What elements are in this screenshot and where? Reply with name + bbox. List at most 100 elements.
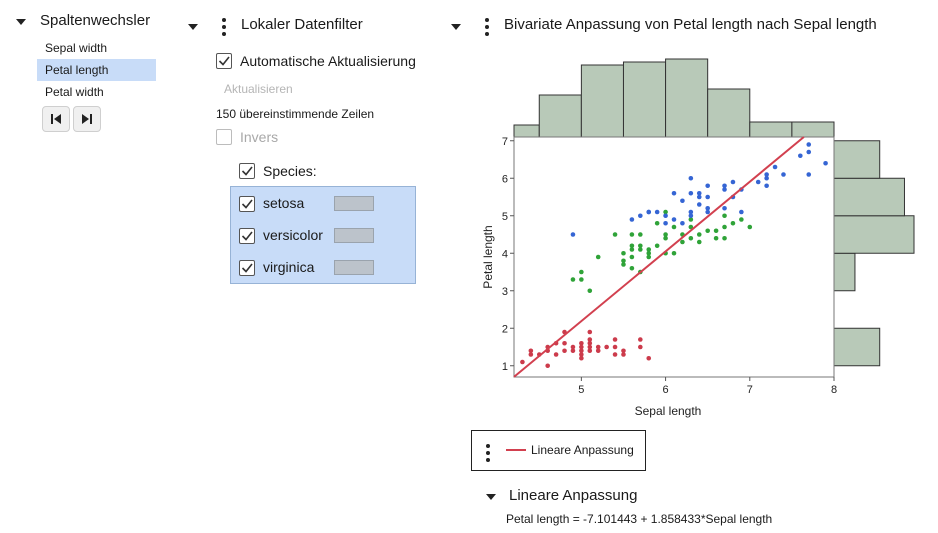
first-column-button[interactable] bbox=[42, 106, 70, 132]
data-point-virginica[interactable] bbox=[806, 142, 812, 147]
data-point-versicolor[interactable] bbox=[587, 288, 593, 294]
data-point-virginica[interactable] bbox=[688, 175, 694, 181]
data-point-setosa[interactable] bbox=[562, 340, 567, 346]
data-point-setosa[interactable] bbox=[587, 344, 593, 350]
data-point-virginica[interactable] bbox=[730, 179, 736, 185]
level-checkbox-virginica[interactable] bbox=[239, 260, 255, 276]
data-point-setosa[interactable] bbox=[587, 340, 593, 346]
data-point-virginica[interactable] bbox=[680, 220, 685, 226]
data-point-versicolor[interactable] bbox=[654, 243, 660, 249]
data-point-versicolor[interactable] bbox=[722, 213, 727, 219]
data-point-versicolor[interactable] bbox=[688, 235, 694, 241]
data-point-versicolor[interactable] bbox=[629, 254, 635, 260]
column-item-sepal-width[interactable]: Sepal width bbox=[45, 41, 108, 55]
data-point-setosa[interactable] bbox=[604, 344, 609, 350]
data-point-virginica[interactable] bbox=[688, 213, 694, 219]
data-point-setosa[interactable] bbox=[612, 337, 618, 342]
x-histogram-bar[interactable] bbox=[665, 58, 709, 138]
data-point-versicolor[interactable] bbox=[671, 250, 677, 256]
x-histogram-bar[interactable] bbox=[513, 124, 540, 138]
x-histogram-bar[interactable] bbox=[622, 61, 667, 138]
plot-area[interactable] bbox=[513, 136, 835, 378]
data-point-setosa[interactable] bbox=[595, 344, 601, 350]
data-point-virginica[interactable] bbox=[806, 172, 812, 177]
data-point-versicolor[interactable] bbox=[671, 224, 677, 230]
data-point-virginica[interactable] bbox=[688, 209, 694, 215]
data-point-versicolor[interactable] bbox=[638, 247, 643, 252]
data-point-virginica[interactable] bbox=[638, 213, 643, 219]
filter-menu-icon[interactable] bbox=[222, 18, 226, 39]
data-point-virginica[interactable] bbox=[663, 213, 668, 219]
data-point-setosa[interactable] bbox=[646, 355, 652, 361]
data-point-versicolor[interactable] bbox=[688, 224, 694, 230]
data-point-setosa[interactable] bbox=[612, 352, 618, 357]
data-point-versicolor[interactable] bbox=[646, 247, 652, 252]
data-point-setosa[interactable] bbox=[545, 363, 550, 369]
data-point-virginica[interactable] bbox=[823, 160, 828, 166]
data-point-versicolor[interactable] bbox=[696, 232, 702, 237]
data-point-setosa[interactable] bbox=[595, 348, 601, 354]
data-point-virginica[interactable] bbox=[696, 194, 702, 200]
y-histogram-bar[interactable] bbox=[831, 140, 881, 179]
data-point-setosa[interactable] bbox=[520, 359, 525, 365]
data-point-virginica[interactable] bbox=[570, 232, 576, 237]
fit-section-collapse-icon[interactable] bbox=[486, 494, 496, 500]
level-checkbox-setosa[interactable] bbox=[239, 196, 255, 212]
data-point-versicolor[interactable] bbox=[638, 243, 643, 249]
data-point-versicolor[interactable] bbox=[739, 217, 744, 222]
data-point-versicolor[interactable] bbox=[663, 209, 668, 215]
level-label-versicolor[interactable]: versicolor bbox=[263, 227, 323, 243]
data-point-virginica[interactable] bbox=[663, 220, 668, 226]
linear-fit-line[interactable] bbox=[513, 136, 805, 378]
data-point-versicolor[interactable] bbox=[713, 235, 719, 241]
data-point-versicolor[interactable] bbox=[612, 232, 618, 237]
y-histogram-bar[interactable] bbox=[831, 215, 915, 254]
data-point-virginica[interactable] bbox=[798, 153, 803, 159]
level-checkbox-versicolor[interactable] bbox=[239, 228, 255, 244]
data-point-virginica[interactable] bbox=[764, 183, 769, 189]
data-point-versicolor[interactable] bbox=[646, 250, 652, 256]
x-histogram-bar[interactable] bbox=[791, 121, 835, 138]
y-histogram-bar[interactable] bbox=[831, 327, 881, 367]
data-point-versicolor[interactable] bbox=[696, 239, 702, 245]
data-point-setosa[interactable] bbox=[587, 337, 593, 342]
data-point-versicolor[interactable] bbox=[730, 220, 736, 226]
x-histogram-bar[interactable] bbox=[538, 94, 582, 138]
x-histogram-bar[interactable] bbox=[707, 88, 751, 138]
data-point-virginica[interactable] bbox=[722, 187, 727, 192]
x-histogram-bar[interactable] bbox=[749, 121, 793, 138]
data-point-virginica[interactable] bbox=[722, 205, 727, 211]
data-point-versicolor[interactable] bbox=[747, 224, 753, 230]
data-point-virginica[interactable] bbox=[722, 183, 727, 189]
auto-update-checkbox[interactable] bbox=[216, 53, 232, 69]
data-point-versicolor[interactable] bbox=[646, 254, 652, 260]
data-point-virginica[interactable] bbox=[671, 190, 677, 196]
data-point-setosa[interactable] bbox=[570, 348, 576, 354]
data-point-setosa[interactable] bbox=[621, 352, 626, 357]
data-point-versicolor[interactable] bbox=[663, 235, 668, 241]
data-point-virginica[interactable] bbox=[705, 183, 710, 189]
data-point-setosa[interactable] bbox=[612, 344, 618, 350]
data-point-setosa[interactable] bbox=[570, 344, 576, 350]
data-point-setosa[interactable] bbox=[587, 329, 593, 335]
last-column-button[interactable] bbox=[73, 106, 101, 132]
data-point-virginica[interactable] bbox=[629, 217, 635, 222]
data-point-virginica[interactable] bbox=[705, 205, 710, 211]
data-point-virginica[interactable] bbox=[680, 198, 685, 204]
data-point-setosa[interactable] bbox=[579, 348, 584, 354]
data-point-versicolor[interactable] bbox=[629, 265, 635, 271]
data-point-versicolor[interactable] bbox=[638, 232, 643, 237]
data-point-versicolor[interactable] bbox=[621, 258, 626, 264]
plot-menu-icon[interactable] bbox=[485, 18, 489, 39]
update-button[interactable]: Aktualisieren bbox=[224, 82, 293, 96]
data-point-setosa[interactable] bbox=[528, 348, 534, 354]
level-label-setosa[interactable]: setosa bbox=[263, 195, 305, 211]
data-point-virginica[interactable] bbox=[671, 217, 677, 222]
data-point-virginica[interactable] bbox=[764, 175, 769, 181]
filter-collapse-icon[interactable] bbox=[188, 24, 198, 30]
data-point-virginica[interactable] bbox=[705, 194, 710, 200]
data-point-versicolor[interactable] bbox=[663, 232, 668, 237]
data-point-versicolor[interactable] bbox=[722, 235, 727, 241]
data-point-versicolor[interactable] bbox=[713, 228, 719, 234]
